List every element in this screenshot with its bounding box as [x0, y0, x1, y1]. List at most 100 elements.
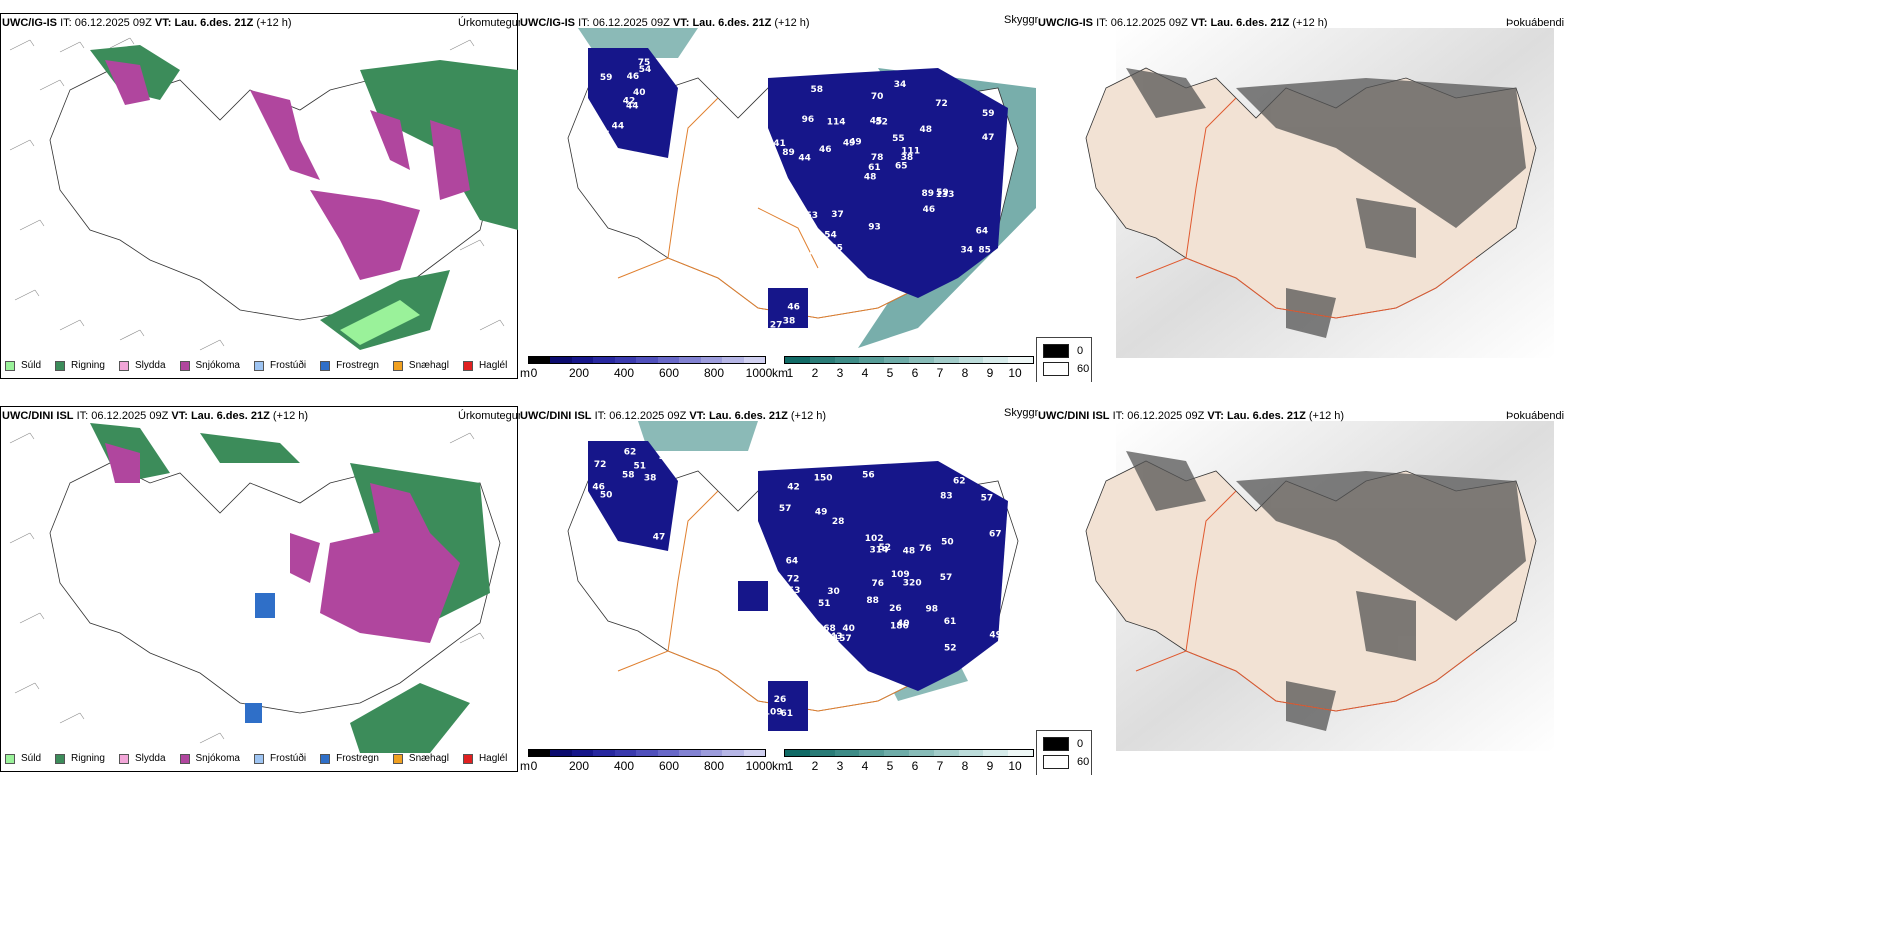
snow-depth-label: 40 — [897, 619, 910, 629]
snow-depth-label: 85 — [830, 243, 843, 253]
legend-label: Haglél — [478, 360, 508, 371]
snow-depth-label: 38 — [783, 317, 796, 327]
model-name: UWC/IG-IS — [2, 17, 57, 29]
snow-depth-label: 72 — [935, 99, 948, 109]
fog-legend-white-value: 60 — [1077, 756, 1090, 768]
snow-depth-label: 37 — [831, 210, 844, 220]
legend-item: Rigning — [55, 753, 105, 764]
snow-depth-label: 48 — [903, 546, 916, 556]
it-label: IT: — [578, 17, 590, 29]
snow-depth-map: 4459423640447546546558854459484848455553… — [567, 28, 1036, 348]
vis-tick-label: 8 — [961, 759, 969, 773]
row2-header: UWC/DINI ISL IT: 06.12.2025 09Z VT: Lau.… — [520, 410, 826, 423]
snow-tick-label: 400 — [613, 759, 635, 773]
vt-label: VT: — [689, 410, 706, 422]
vis-tick-label: 1 — [786, 366, 794, 380]
valid-time: Lau. 6.des. 21Z — [190, 410, 270, 422]
vis-tick-label: 5 — [886, 366, 894, 380]
snow-tick-label: 0 — [530, 366, 538, 380]
legend-swatch — [392, 753, 403, 764]
legend-item: Frostregn — [320, 360, 379, 371]
vis-colorbar-segment — [884, 357, 909, 363]
snow-depth-label: 35 — [659, 452, 672, 462]
snow-depth-label: 58 — [622, 470, 635, 480]
visibility-label: Skyggni — [1004, 407, 1038, 419]
row2-header: UWC/DINI ISL IT: 06.12.2025 09Z VT: Lau.… — [1038, 410, 1344, 423]
vis-tick-label: 9 — [986, 366, 994, 380]
road-network — [1135, 97, 1477, 319]
vis-colorbar-segment — [958, 750, 984, 756]
snow-tick-label: 200 — [568, 759, 590, 773]
snow-depth-label: 93 — [868, 223, 881, 233]
model-name: UWC/DINI ISL — [1038, 410, 1110, 422]
snow-depth-label: 58 — [811, 85, 824, 95]
lead-time: (+12 h) — [790, 410, 827, 422]
legend-swatch — [320, 753, 331, 764]
snow-depth-label: 67 — [989, 529, 1002, 539]
snow-depth-label: 53 — [806, 211, 819, 221]
legend-swatch — [55, 360, 66, 371]
legend-swatch — [179, 360, 190, 371]
road-network — [1135, 490, 1477, 712]
snow-depth-areas — [588, 441, 1008, 731]
vis-colorbar-segment — [859, 750, 885, 756]
lead-time: (+12 h) — [256, 17, 292, 29]
snow-tick-label: 600 — [658, 366, 680, 380]
snow-tick-label: 800 — [703, 759, 725, 773]
legend-label: Frostúði — [269, 360, 307, 371]
precip-legend: Súld Rigning Slydda Snjókoma Frostúði Fr… — [5, 753, 520, 764]
snow-areas — [105, 443, 460, 643]
snow-colorbar-segment — [657, 750, 680, 756]
vis-colorbar-segment — [785, 357, 810, 363]
snow-depth-label: 114 — [827, 117, 846, 127]
fog-map — [1085, 421, 1554, 751]
legend-swatch — [5, 360, 15, 371]
snow-colorbar-segment — [700, 357, 723, 363]
snow-colorbar-segment — [636, 357, 658, 363]
snow-colorbar-segment — [529, 750, 551, 756]
vis-tick-label: 5 — [886, 759, 894, 773]
legend-swatch — [462, 360, 473, 371]
snow-tick-label: 400 — [613, 366, 635, 380]
snow-depth-label: 59 — [600, 73, 613, 83]
snow-tick-label: 200 — [568, 366, 590, 380]
snow-depth-label: 66 — [789, 238, 802, 248]
row2-fog-panel: UWC/DINI ISL IT: 06.12.2025 09Z VT: Lau.… — [1036, 393, 1900, 775]
legend-item: Súld — [5, 360, 41, 371]
snow-depth-label: 88 — [866, 596, 879, 606]
legend-item: Haglél — [462, 360, 508, 371]
snow-depth-label: 109 — [764, 708, 783, 718]
vis-colorbar-segment — [834, 750, 860, 756]
snow-colorbar-segment — [571, 357, 594, 363]
vis-tick-label: 6 — [911, 366, 919, 380]
model-name: UWC/DINI ISL — [2, 410, 74, 422]
snow-depth-label: 47 — [653, 532, 666, 542]
snow-colorbar-segment — [700, 750, 723, 756]
snow-depth-label: 111 — [901, 146, 920, 156]
snow-depth-label: 40 — [842, 624, 855, 634]
freezing-rain-areas — [245, 593, 275, 723]
snow-colorbar-segment — [743, 357, 765, 363]
snow-depth-label: 38 — [901, 153, 914, 163]
lead-time: (+12 h) — [1292, 17, 1328, 29]
vis-unit: km — [772, 366, 788, 380]
fog-legend-white — [1043, 755, 1069, 769]
lead-time: (+12 h) — [774, 17, 810, 29]
precip-type-map — [9, 423, 501, 753]
init-time: 06.12.2025 09Z — [1110, 17, 1188, 29]
snow-colorbar-segment — [722, 750, 744, 756]
snow-depth-label: 52 — [875, 117, 888, 127]
snow-unit: m — [520, 366, 530, 380]
legend-label: Frostregn — [336, 360, 379, 371]
snow-depth-label: 41 — [773, 139, 786, 149]
snow-colorbar-segment — [636, 750, 658, 756]
snow-depth-label: 59 — [982, 109, 995, 119]
legend-label: Slydda — [134, 753, 166, 764]
snow-tick-label: 1000 — [745, 366, 773, 380]
snow-colorbar-segment — [550, 357, 572, 363]
legend-swatch — [320, 360, 331, 371]
init-time: 06.12.2025 09Z — [74, 17, 152, 29]
fog-legend-black-value: 0 — [1077, 738, 1084, 750]
snow-depth-label: 42 — [623, 97, 636, 107]
